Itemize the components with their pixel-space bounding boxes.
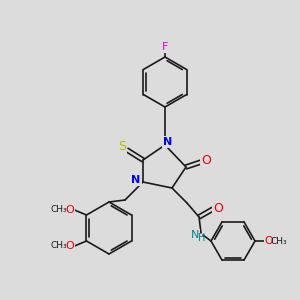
Text: N: N [191,230,199,240]
Text: H: H [198,233,206,243]
Text: F: F [162,42,168,52]
Text: O: O [265,236,273,246]
Text: O: O [65,241,74,251]
Text: S: S [118,140,126,154]
Text: O: O [65,205,74,215]
Text: CH₃: CH₃ [50,206,67,214]
Text: O: O [213,202,223,214]
Text: N: N [164,137,172,147]
Text: CH₃: CH₃ [271,236,287,245]
Text: N: N [131,175,141,185]
Text: O: O [201,154,211,167]
Text: CH₃: CH₃ [50,242,67,250]
